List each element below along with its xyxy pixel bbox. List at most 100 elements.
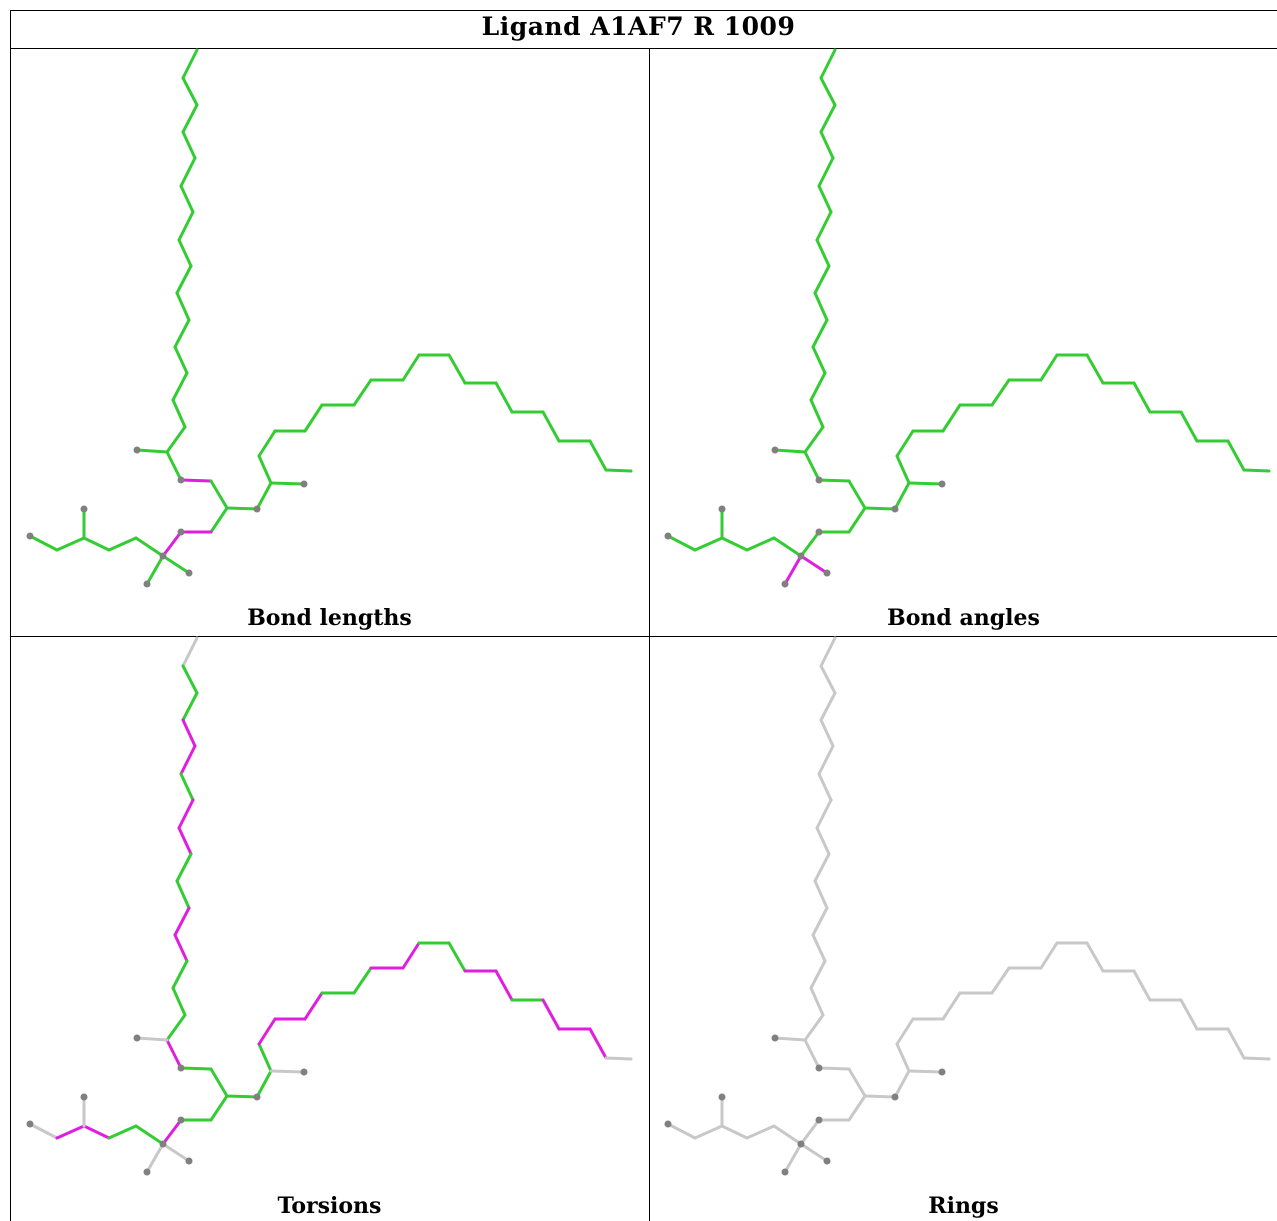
bond [809,986,825,1017]
bond [803,425,825,454]
caption-torsions: Torsions [277,1193,382,1219]
bond [209,506,229,534]
bond [225,506,259,511]
bond [225,1094,259,1099]
atom-marker [185,569,193,577]
bond [175,291,191,322]
bond [134,536,165,558]
atom-marker [177,1064,185,1072]
bond [772,1124,803,1146]
bond [352,378,373,407]
bond [693,536,724,552]
bond [720,1124,749,1140]
bond [134,1124,165,1146]
substituent-bond [783,554,803,586]
bond [161,530,183,558]
substituent-bond [269,481,306,486]
bond [494,969,514,1002]
bond [811,345,827,375]
bond [588,439,608,472]
bond [28,1122,59,1140]
bond [895,429,915,458]
atom-marker [177,476,185,484]
bond [811,318,829,349]
frame-left-border [10,10,11,1221]
atom-marker [891,505,899,513]
molecule-group [26,48,633,588]
bond [813,879,829,910]
bond [819,718,835,748]
bond [819,76,837,107]
bond [181,48,199,80]
bond [817,1066,851,1071]
bond [179,184,195,214]
bond [255,1069,273,1099]
bond [1085,941,1105,973]
bond [803,1013,825,1042]
molecule-group [664,48,1271,588]
bond [55,1124,86,1140]
bond [819,130,835,160]
bond [811,933,827,963]
substituent-bond [161,554,191,575]
bond [817,772,833,802]
molecule-group [26,636,633,1176]
bond [55,536,86,552]
substituent-bond [799,1142,829,1163]
bond [161,1118,183,1146]
atom-marker [143,580,151,588]
bond [1226,439,1246,472]
bond [819,103,837,134]
figure-title: Ligand A1AF7 R 1009 [481,12,796,41]
bond [209,479,229,510]
atom-marker [159,1140,167,1148]
substituent-bond [783,1142,803,1174]
bond [813,852,831,883]
atom-marker [815,476,823,484]
bond [745,1124,776,1140]
atom-marker [797,552,805,560]
substituent-bond [161,1142,191,1163]
bond [177,238,193,268]
bond [257,1017,277,1046]
bond [181,103,199,134]
caption-bond-lengths: Bond lengths [247,605,412,631]
title-divider [10,48,1277,49]
bond [819,636,837,668]
bond [895,454,911,485]
bond [847,1067,867,1098]
atom-marker [771,1034,779,1042]
bond [809,959,827,990]
bond [1242,1056,1271,1061]
bond [165,1013,187,1042]
bond [303,403,324,433]
bond [165,450,183,482]
bond [799,530,821,558]
atom-marker [823,569,831,577]
bond [165,425,187,454]
atom-marker [300,480,308,488]
bond [895,1042,911,1073]
atom-marker [823,1157,831,1165]
substituent-bond [773,448,807,454]
bond [179,156,197,188]
bond [352,966,373,995]
bond [173,318,191,349]
bond [817,744,835,776]
bond [893,481,911,511]
bond [171,371,189,402]
bond [257,429,277,458]
bond [181,130,197,160]
bond [181,76,199,107]
bond [799,1118,821,1146]
substituent-bond [135,448,169,454]
bond [1039,941,1059,970]
substituent-bond [907,1069,944,1074]
atom-marker [815,1064,823,1072]
bond [863,506,897,511]
